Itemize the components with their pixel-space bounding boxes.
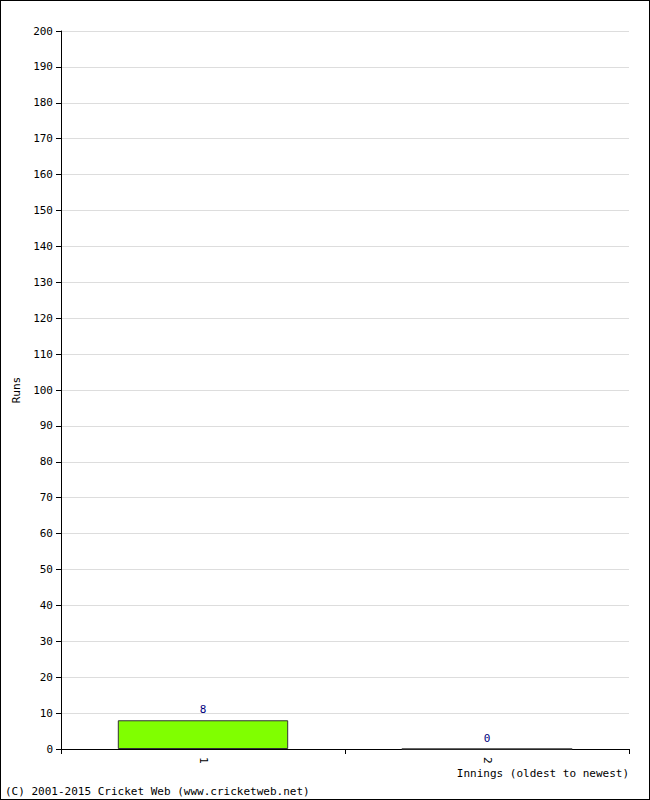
svg-text:30: 30 xyxy=(40,635,53,648)
svg-text:160: 160 xyxy=(33,168,53,181)
svg-text:70: 70 xyxy=(40,491,53,504)
svg-text:2: 2 xyxy=(481,757,494,764)
svg-text:20: 20 xyxy=(40,671,53,684)
svg-text:10: 10 xyxy=(40,707,53,720)
svg-text:110: 110 xyxy=(33,348,53,361)
svg-text:0: 0 xyxy=(484,732,491,745)
svg-text:170: 170 xyxy=(33,132,53,145)
svg-text:150: 150 xyxy=(33,204,53,217)
svg-text:Innings (oldest to newest): Innings (oldest to newest) xyxy=(457,767,629,780)
svg-text:80: 80 xyxy=(40,455,53,468)
svg-text:140: 140 xyxy=(33,240,53,253)
svg-text:200: 200 xyxy=(33,25,53,38)
svg-text:90: 90 xyxy=(40,419,53,432)
svg-text:130: 130 xyxy=(33,276,53,289)
svg-text:1: 1 xyxy=(197,757,210,764)
svg-text:120: 120 xyxy=(33,312,53,325)
svg-text:(C) 2001-2015 Cricket Web (www: (C) 2001-2015 Cricket Web (www.cricketwe… xyxy=(5,785,310,798)
svg-text:0: 0 xyxy=(46,743,53,756)
svg-text:50: 50 xyxy=(40,563,53,576)
svg-text:8: 8 xyxy=(200,703,207,716)
svg-text:40: 40 xyxy=(40,599,53,612)
svg-text:100: 100 xyxy=(33,384,53,397)
svg-text:60: 60 xyxy=(40,527,53,540)
svg-text:190: 190 xyxy=(33,60,53,73)
svg-text:Runs: Runs xyxy=(10,377,23,404)
svg-text:180: 180 xyxy=(33,96,53,109)
